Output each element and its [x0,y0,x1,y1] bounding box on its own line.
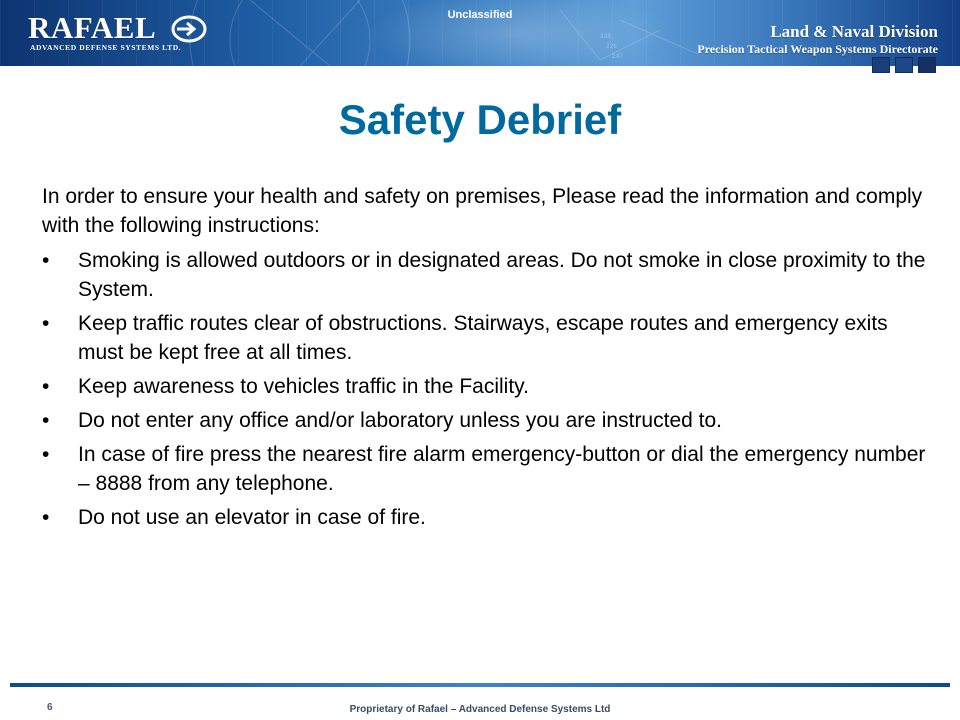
list-item: • Keep awareness to vehicles traffic in … [42,372,932,401]
bullet-icon: • [42,375,50,398]
corner-square [895,57,913,73]
logo-arrow-icon [171,15,207,43]
corner-square [918,57,936,73]
bullet-icon: • [42,409,50,432]
instruction-list: • Smoking is allowed outdoors or in desi… [42,246,932,532]
list-item-text: Keep traffic routes clear of obstruction… [78,312,888,364]
classification-label: Unclassified [447,9,513,21]
svg-text:338: 338 [600,33,611,40]
list-item: • Smoking is allowed outdoors or in desi… [42,246,932,304]
list-item-text: Do not enter any office and/or laborator… [78,409,722,432]
logo-subtext: ADVANCED DEFENSE SYSTEMS LTD. [30,43,182,52]
corner-square [872,57,890,73]
bullet-icon: • [42,312,50,335]
logo-wordmark: RAFAEL [28,10,157,45]
footer-divider [10,683,950,687]
svg-text:226: 226 [606,43,617,50]
svg-text:247: 247 [612,53,623,60]
list-item: • In case of fire press the nearest fire… [42,440,932,498]
division-name: Land & Naval Division [770,22,938,41]
list-item: • Do not use an elevator in case of fire… [42,503,932,532]
slide-body: In order to ensure your health and safet… [42,182,932,537]
header-banner: 338 226 247 RAFAEL ADVANCED DEFENSE SYST… [0,0,960,66]
list-item-text: Keep awareness to vehicles traffic in th… [78,375,529,398]
directorate-name: Precision Tactical Weapon Systems Direct… [697,42,938,56]
division-block: Land & Naval Division Precision Tactical… [697,22,938,56]
slide-title: Safety Debrief [338,96,622,143]
bullet-icon: • [42,249,50,272]
page-number: 6 [47,702,53,713]
list-item-text: Smoking is allowed outdoors or in design… [78,249,926,301]
intro-paragraph: In order to ensure your health and safet… [42,185,923,237]
list-item-text: In case of fire press the nearest fire a… [78,443,926,495]
list-item: • Keep traffic routes clear of obstructi… [42,309,932,367]
bullet-icon: • [42,506,50,529]
proprietary-notice: Proprietary of Rafael – Advanced Defense… [349,704,611,715]
bullet-icon: • [42,443,50,466]
list-item: • Do not enter any office and/or laborat… [42,406,932,435]
list-item-text: Do not use an elevator in case of fire. [78,506,426,529]
